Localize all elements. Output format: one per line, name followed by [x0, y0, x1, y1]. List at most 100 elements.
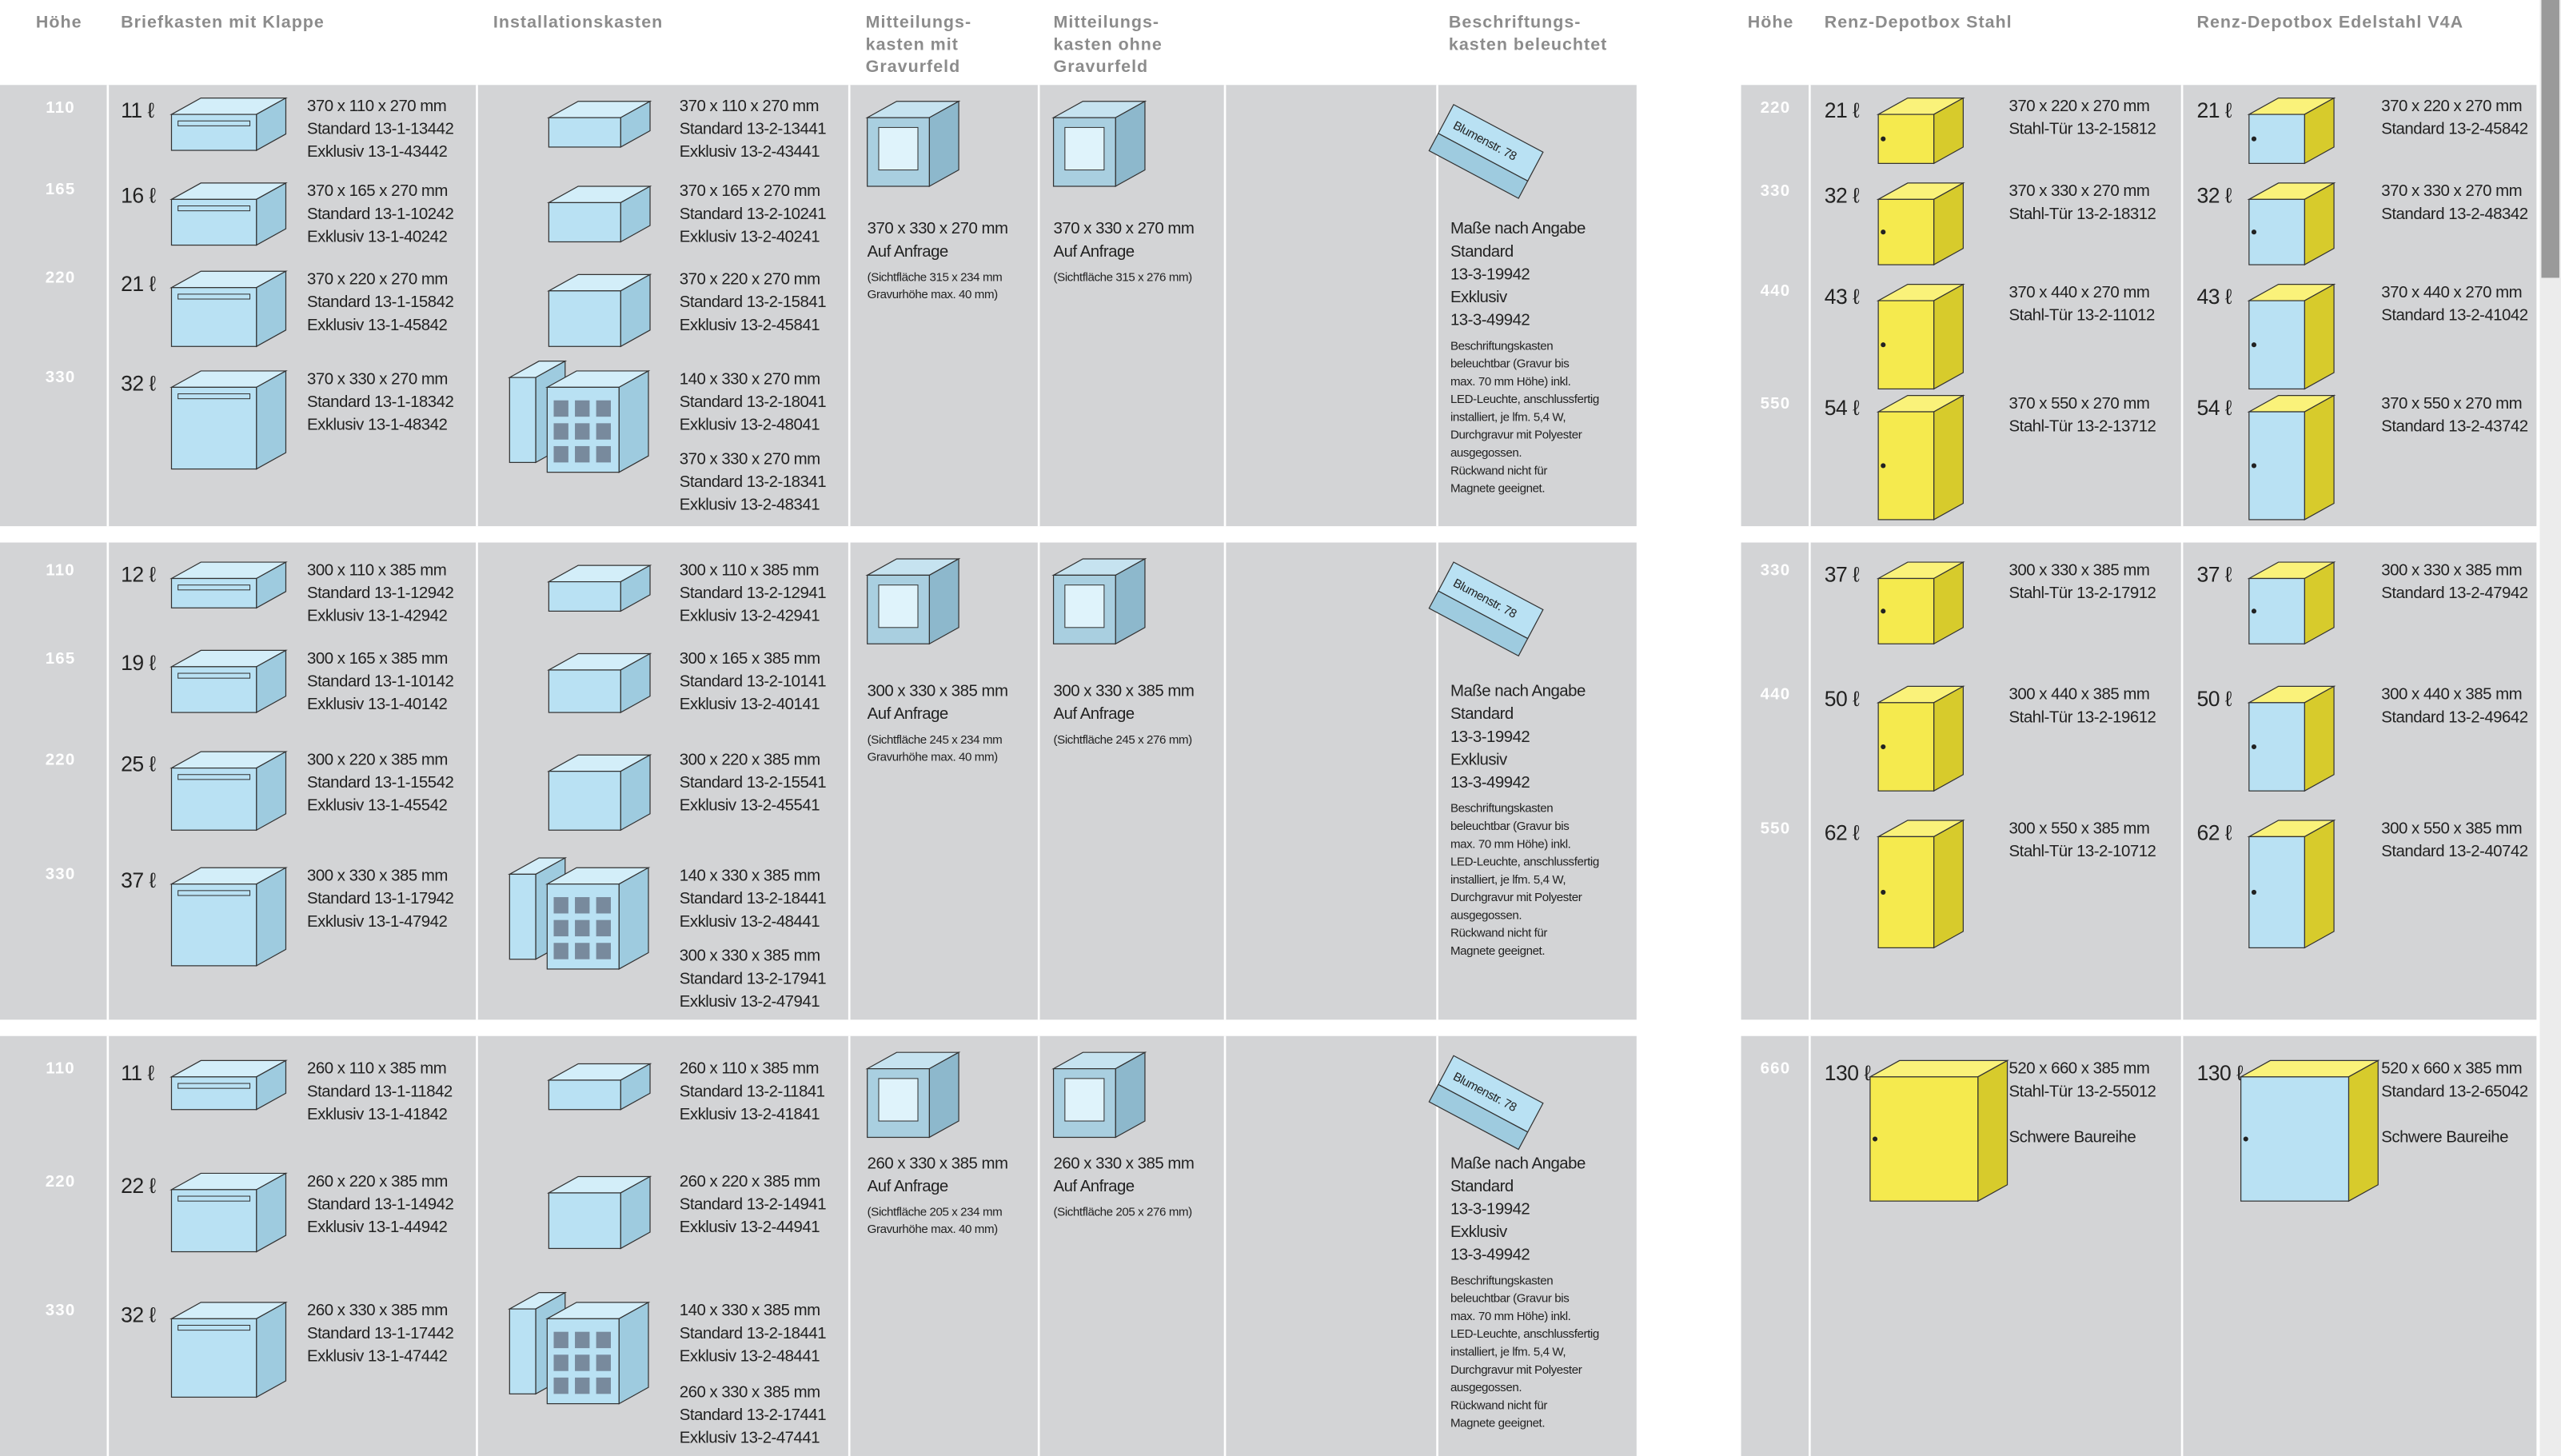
box-front: [170, 577, 257, 608]
depot-box-icon: [1876, 685, 1965, 792]
install-cell: [596, 897, 611, 914]
item-note: ausgegossen.: [1450, 446, 1522, 460]
box-front: [170, 198, 257, 246]
door-knob: [2251, 342, 2257, 348]
item-note: Gravurhöhe max. 40 mm): [868, 750, 998, 764]
volume-label: 22 ℓ: [121, 1174, 156, 1198]
item-text: 370 x 550 x 270 mm: [2009, 395, 2150, 413]
height-label: 110: [46, 1060, 75, 1078]
box-side: [2304, 283, 2335, 390]
box-front: [2248, 300, 2305, 390]
box-front: [548, 290, 621, 347]
volume-label: 25 ℓ: [121, 752, 156, 776]
item-text: 300 x 330 x 385 mm: [680, 947, 820, 965]
box-front: [548, 117, 621, 148]
item-text: Standard 13-1-10142: [307, 672, 453, 690]
item-text: Exklusiv 13-1-45542: [307, 797, 447, 815]
box-front: [2248, 702, 2305, 792]
item-text: 260 x 220 x 385 mm: [680, 1173, 820, 1191]
item-text: Exklusiv 13-2-45841: [680, 317, 820, 334]
height-label: 330: [46, 866, 76, 884]
item-text: Standard 13-2-11841: [680, 1083, 825, 1100]
box-side: [1933, 394, 1964, 521]
install-cell: [575, 1377, 590, 1394]
volume-label: 62 ℓ: [2196, 820, 2232, 844]
height-label: 550: [1761, 395, 1791, 413]
column-header: Renz-Depotbox Stahl: [1825, 13, 2012, 32]
item-text: Standard 13-2-18441: [680, 1325, 826, 1342]
notice-box-icon: [1051, 100, 1147, 188]
item-text: Exklusiv 13-1-44942: [307, 1219, 447, 1236]
item-text: 300 x 550 x 385 mm: [2009, 820, 2150, 837]
item-text: Maße nach Angabe: [1450, 220, 1586, 237]
volume-label: 32 ℓ: [121, 371, 156, 395]
item-text: Standard 13-1-18342: [307, 393, 453, 411]
box-side: [2304, 394, 2335, 521]
column-header: kasten ohne: [1054, 34, 1163, 54]
item-note: (Sichtfläche 315 x 234 mm: [868, 271, 1003, 285]
depot-box-icon: [2247, 394, 2336, 521]
item-text: Auf Anfrage: [868, 243, 948, 261]
item-note: beleuchtbar (Gravur bis: [1450, 820, 1570, 833]
item-text: Stahl-Tür 13-2-11012: [2009, 307, 2155, 325]
box-front: [548, 201, 621, 243]
box-front: [2240, 1076, 2350, 1202]
column-header: Höhe: [1748, 13, 1794, 32]
item-text: Standard 13-1-14942: [307, 1195, 453, 1213]
item-text: 370 x 165 x 270 mm: [680, 182, 820, 200]
height-label: 110: [46, 561, 75, 579]
install-box-icon: [546, 273, 652, 348]
item-text: Standard 13-2-40742: [2381, 843, 2527, 860]
item-text: 300 x 440 x 385 mm: [2009, 686, 2150, 704]
item-text: 370 x 330 x 270 mm: [868, 220, 1008, 237]
column-header: Gravurfeld: [866, 57, 961, 76]
depot-box-icon: [1876, 561, 1965, 645]
item-text: Auf Anfrage: [1054, 243, 1135, 261]
box-front: [509, 377, 537, 464]
item-note: beleuchtbar (Gravur bis: [1450, 1292, 1570, 1306]
door-knob: [2251, 463, 2257, 469]
box-side: [1933, 819, 1964, 949]
item-text: 300 x 110 x 385 mm: [680, 561, 819, 579]
item-text: Auf Anfrage: [1054, 705, 1135, 723]
band-bg: [1741, 85, 2537, 527]
depot-box-icon: [1876, 819, 1965, 949]
door-knob: [2251, 744, 2257, 750]
box-front: [170, 386, 257, 470]
install-cell: [553, 1377, 568, 1394]
flap-slot: [178, 672, 251, 679]
install-cell: [596, 919, 611, 937]
item-text: Standard 13-2-18441: [680, 890, 826, 908]
box-front: [2248, 411, 2305, 521]
door-knob: [2251, 136, 2257, 142]
item-text: Standard 13-2-17441: [680, 1406, 826, 1424]
flap-slot: [178, 205, 251, 212]
item-text: 370 x 220 x 270 mm: [307, 271, 448, 289]
height-label: 330: [46, 369, 76, 386]
item-text: Standard 13-2-14941: [680, 1195, 826, 1213]
volume-label: 21 ℓ: [121, 272, 156, 296]
install-cell: [553, 1331, 568, 1349]
item-note: max. 70 mm Höhe) inkl.: [1450, 837, 1571, 851]
letterbox-icon: [170, 270, 288, 348]
box-side: [2348, 1059, 2379, 1203]
item-text: Maße nach Angabe: [1450, 683, 1586, 700]
item-text: 260 x 330 x 385 mm: [868, 1155, 1008, 1172]
item-text: Standard: [1450, 705, 1514, 723]
item-note: (Sichtfläche 245 x 276 mm): [1054, 733, 1193, 747]
item-note: beleuchtbar (Gravur bis: [1450, 357, 1570, 371]
box-side: [256, 867, 287, 967]
item-text: Standard 13-2-13441: [680, 121, 826, 138]
item-text: Exklusiv 13-2-48441: [680, 1347, 820, 1365]
band-bg: [1741, 542, 2537, 1020]
scrollbar-thumb[interactable]: [2541, 0, 2559, 278]
item-text: Exklusiv 13-1-48342: [307, 417, 447, 434]
item-text: 370 x 440 x 270 mm: [2381, 284, 2522, 301]
notice-window: [878, 1078, 919, 1122]
item-note: Durchgravur mit Polyester: [1450, 891, 1582, 904]
height-label: 165: [46, 181, 76, 198]
item-note: Magnete geeignet.: [1450, 482, 1545, 496]
box-front: [1877, 411, 1935, 521]
letterbox-icon: [170, 97, 288, 152]
